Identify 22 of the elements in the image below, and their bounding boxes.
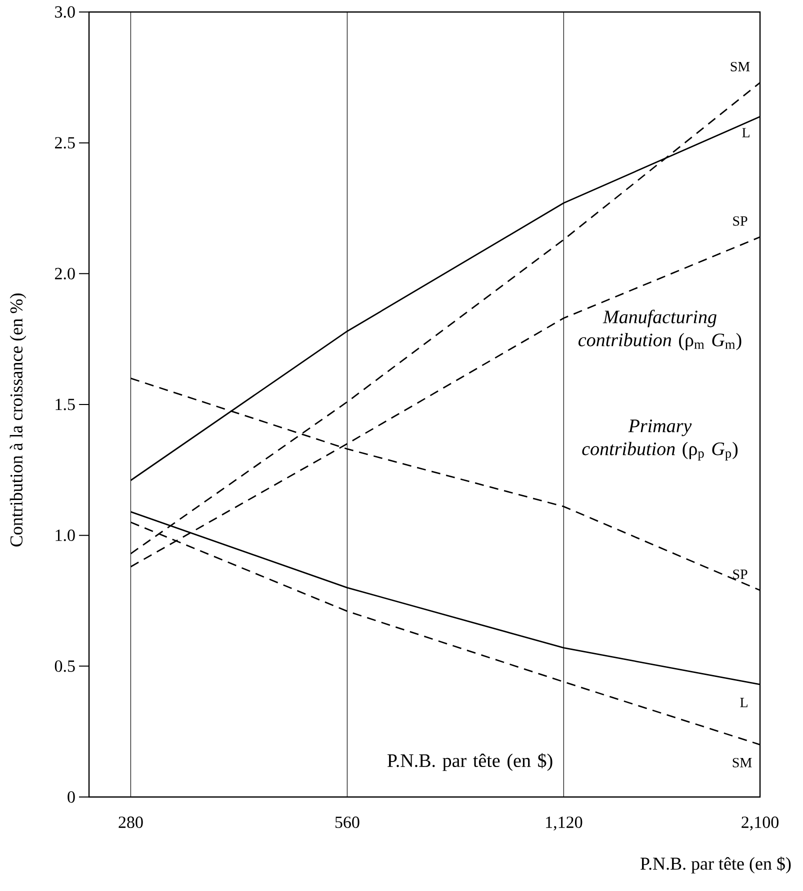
x-tick-label: 1,120: [546, 816, 582, 830]
series-label: SM: [732, 758, 752, 768]
x-axis-title: P.N.B. par tête (en $): [640, 856, 791, 874]
y-tick-label: 1.0: [56, 530, 75, 542]
y-tick-label: 2.0: [55, 268, 75, 280]
x-tick-label: 560: [335, 816, 360, 828]
annotation: Primary contribution (ρ$_{p}$ G$_{p}$): [582, 419, 738, 461]
x-tick-label: 280: [118, 816, 143, 828]
series-label: SM: [730, 62, 750, 72]
series-label: L: [742, 128, 750, 138]
series-label: SP: [733, 570, 748, 579]
y-axis-title: Contribution à la croissance (en %): [10, 294, 26, 546]
y-tick-label: 0.5: [54, 660, 75, 672]
y-tick-label: 0: [68, 791, 75, 803]
annotation: P.N.B. par tête (en $): [387, 753, 552, 771]
series-label: L: [740, 698, 748, 708]
y-tick-label: 3.0: [55, 6, 75, 18]
y-tick-label: 2.5: [55, 137, 75, 149]
x-tick-label: 2,100: [742, 816, 779, 830]
y-tick-label: 1.5: [56, 398, 75, 410]
annotation: Manufacturing contribution (ρ$_{m}$ G$_{m}$): [578, 310, 742, 350]
series-label: SP: [733, 216, 748, 226]
